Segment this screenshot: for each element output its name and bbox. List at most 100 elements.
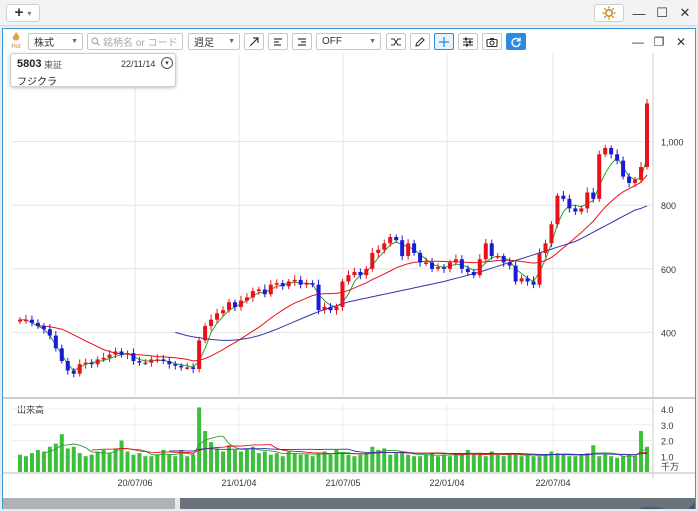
candle-body	[370, 252, 375, 269]
refresh-button[interactable]	[506, 33, 526, 50]
price-axis: 1,000 800 600 400	[661, 138, 684, 339]
candle-body	[394, 237, 399, 241]
minimize-icon: —	[632, 35, 644, 49]
volume-bar	[83, 456, 88, 472]
volume-bar	[286, 451, 291, 472]
candle-body	[519, 278, 524, 282]
indicator-select-value: OFF	[322, 36, 342, 47]
volume-bar	[489, 451, 494, 472]
candle-body	[627, 176, 632, 183]
search-input[interactable]: 銘柄名 or コード	[103, 38, 178, 49]
candle-body	[573, 208, 578, 212]
settings-sliders-button[interactable]	[458, 33, 478, 50]
close-button[interactable]: ✕	[674, 3, 696, 23]
app-settings-button[interactable]	[594, 4, 624, 22]
candle-body	[250, 291, 255, 298]
candle-body	[471, 271, 476, 276]
volume-bar	[388, 454, 393, 472]
settings-sliders-icon	[463, 37, 473, 46]
trend-line-button[interactable]	[244, 33, 264, 50]
align-bars-button[interactable]	[292, 33, 312, 50]
candle-body	[465, 268, 470, 272]
volume-bar	[215, 448, 220, 472]
crosshair-button[interactable]	[434, 33, 454, 50]
range-navigator[interactable]	[3, 498, 695, 509]
navigator-area	[638, 502, 695, 509]
candle-body	[412, 243, 417, 253]
candle-body	[567, 198, 572, 209]
volume-bar	[597, 456, 602, 472]
volume-ma-long-line	[169, 448, 648, 456]
volume-tick-label: 3.0	[661, 421, 674, 431]
trend-line-icon	[249, 36, 259, 46]
candle-body	[71, 370, 76, 374]
volume-bar	[77, 453, 82, 472]
volume-bar	[167, 454, 172, 472]
volume-bar	[477, 454, 482, 472]
candle-body	[221, 310, 226, 314]
candle-body	[215, 313, 220, 320]
camera-button[interactable]	[482, 33, 502, 50]
volume-bar	[483, 456, 488, 472]
expand-info-button[interactable]: ▾	[161, 57, 173, 69]
volume-bar	[161, 449, 166, 472]
candle-body	[59, 348, 64, 362]
chart-minimize-button[interactable]: —	[631, 35, 645, 49]
align-left-button[interactable]	[268, 33, 288, 50]
chevron-down-icon: ▼	[71, 38, 78, 45]
candle-body	[447, 262, 452, 269]
sun-gear-icon	[602, 6, 616, 20]
minimize-button[interactable]: —	[628, 3, 650, 23]
minimize-icon: —	[632, 5, 646, 21]
volume-bar	[615, 457, 620, 472]
candle-body	[268, 284, 273, 295]
candle-body	[406, 243, 411, 257]
volume-bar	[107, 453, 112, 472]
volume-bar	[316, 453, 321, 472]
candle-body	[334, 306, 339, 311]
market-select-value: 株式	[34, 38, 54, 49]
candle-body	[555, 195, 560, 225]
chart-toolbar: Hot 株式 ▼ 銘柄名 or コード 週足 ▼ OFF ▼	[3, 29, 695, 53]
candle-body	[388, 237, 393, 244]
candle-body	[346, 275, 351, 282]
candle-body	[376, 249, 381, 253]
pencil-button[interactable]	[410, 33, 430, 50]
candle-body	[477, 259, 482, 276]
chart-close-button[interactable]: ✕	[674, 35, 688, 49]
new-tab-button[interactable]: + ▾	[6, 4, 40, 22]
candle-body	[531, 281, 536, 285]
symbol-search[interactable]: 銘柄名 or コード	[87, 33, 183, 50]
volume-bar	[29, 453, 34, 472]
candle-body	[203, 326, 208, 341]
candle-body	[18, 319, 22, 322]
candle-body	[274, 283, 279, 285]
volume-bar	[513, 454, 518, 472]
volume-bar	[41, 451, 46, 472]
volume-bar	[376, 449, 381, 472]
maximize-button[interactable]: ☐	[651, 3, 673, 23]
volume-bar	[394, 453, 399, 472]
candle-body	[316, 284, 321, 311]
candle-body	[495, 256, 500, 258]
candle-body	[41, 326, 46, 330]
symbol-info-box: 5803 東証 22/11/14 ▾ フジクラ	[10, 53, 176, 88]
volume-bar	[143, 456, 148, 472]
market-select[interactable]: 株式 ▼	[28, 33, 83, 50]
volume-bar	[244, 448, 249, 472]
candle-body	[83, 362, 88, 365]
volume-bar	[232, 449, 237, 472]
volume-bar	[370, 446, 375, 472]
candle-body	[23, 319, 28, 322]
volume-bar	[268, 454, 273, 472]
period-select[interactable]: 週足 ▼	[188, 33, 240, 50]
shuffle-button[interactable]	[386, 33, 406, 50]
chart-maximize-button[interactable]: ❐	[652, 35, 666, 49]
candle-body	[131, 353, 136, 362]
indicator-select[interactable]: OFF ▼	[316, 33, 381, 50]
candle-body	[418, 252, 423, 263]
candle-body	[310, 283, 315, 285]
close-icon: ✕	[679, 5, 691, 20]
candle-body	[501, 256, 506, 263]
